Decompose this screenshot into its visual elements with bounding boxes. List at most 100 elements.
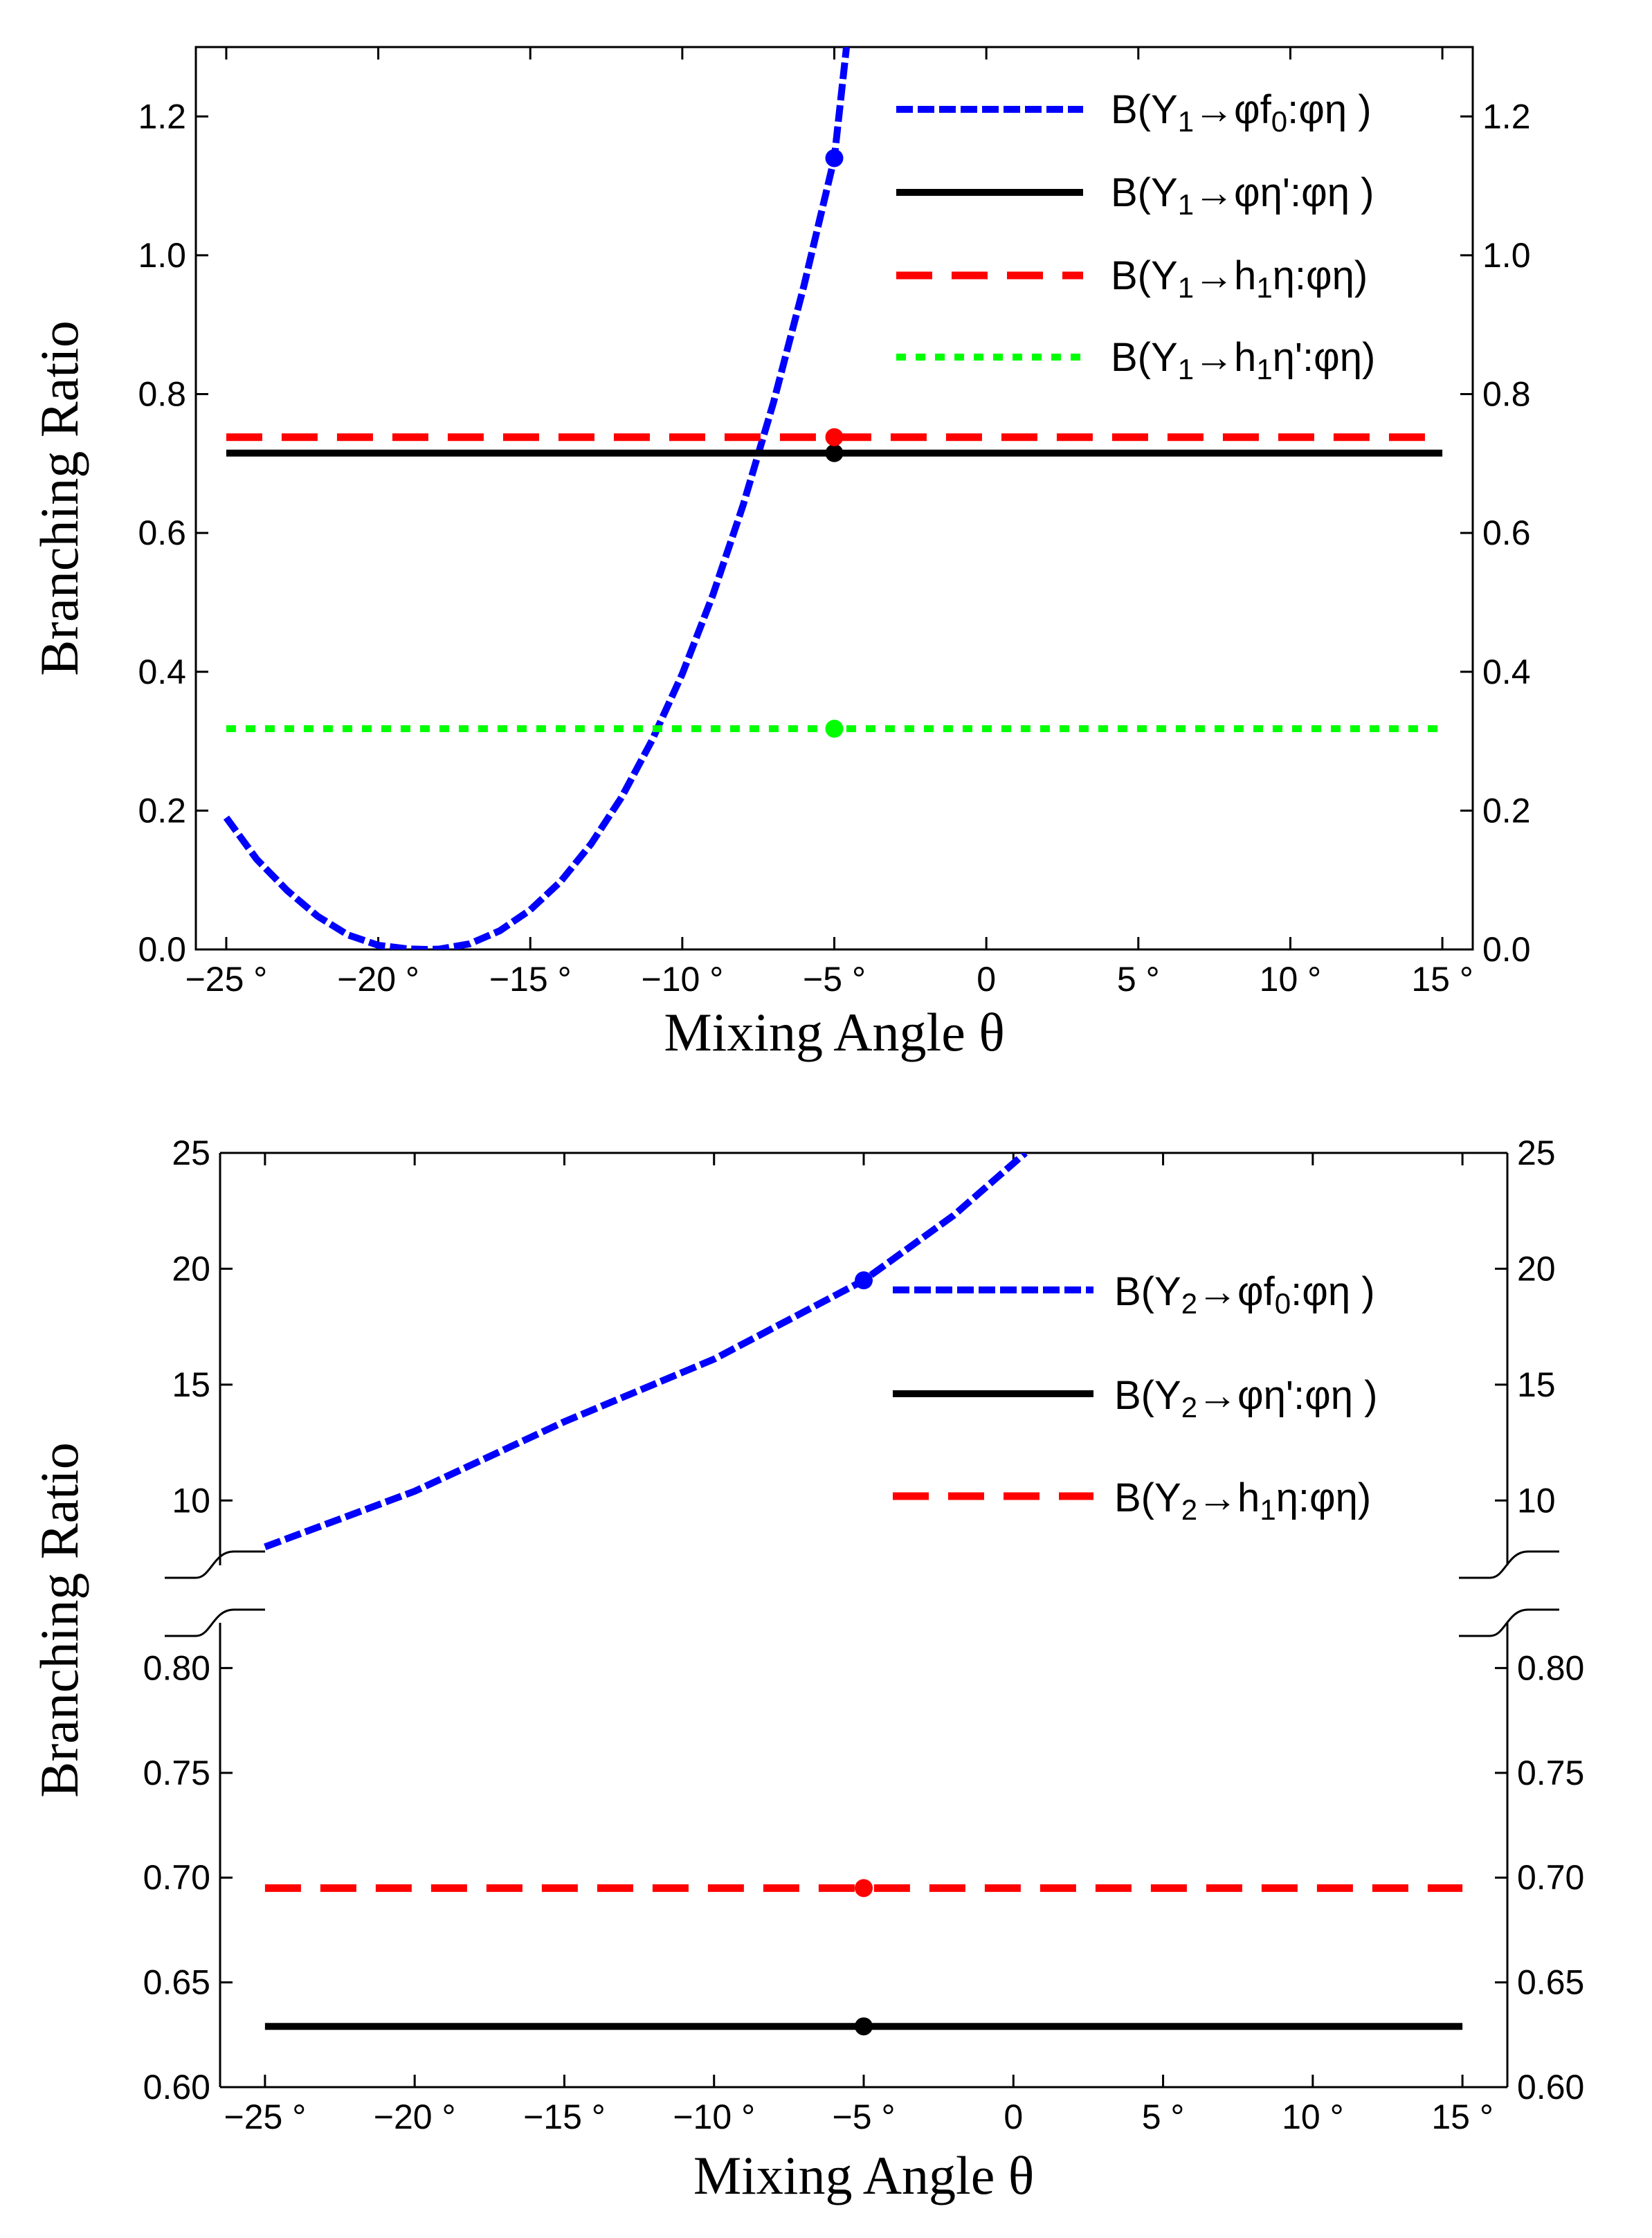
- y-tick-label-left: 15: [172, 1365, 210, 1404]
- x-tick-label: −10 °: [642, 960, 724, 999]
- legend-label-part: 0: [1271, 105, 1287, 138]
- legend-label-part: →φη':φη ): [1197, 1373, 1377, 1418]
- legend-label-part: B(Υ: [1114, 1269, 1181, 1314]
- y-tick-label-left: 1.0: [138, 236, 186, 275]
- legend-label-2: B(Υ2→h1η:φη): [1114, 1475, 1371, 1526]
- y-tick-label-right: 20: [1517, 1249, 1556, 1288]
- legend-label-part: →φf: [1194, 87, 1272, 132]
- legend-label-part: 1: [1178, 105, 1194, 138]
- legend-label-part: B(Υ: [1111, 170, 1178, 215]
- y-axis-label: Branching Ratio: [29, 320, 89, 675]
- y-tick-label-right: 0.75: [1517, 1754, 1584, 1792]
- y-tick-label-left: 0.0: [138, 930, 186, 969]
- legend-label-part: B(Υ: [1111, 253, 1178, 298]
- y-tick-label-left: 0.70: [143, 1858, 210, 1897]
- y-tick-label-left: 0.60: [143, 2068, 210, 2107]
- legend-label-part: 1: [1178, 271, 1194, 304]
- break-mark-right-lower: [1459, 1608, 1559, 1637]
- x-tick-label: −20 °: [337, 960, 419, 999]
- y-tick-label-left: 0.8: [138, 375, 186, 414]
- y-tick-label-left: 10: [172, 1481, 210, 1520]
- y-tick-label-right: 0.70: [1517, 1858, 1584, 1897]
- legend-label-part: 2: [1181, 1493, 1197, 1526]
- x-tick-label: −5 °: [833, 2098, 896, 2136]
- x-tick-label: 10 °: [1282, 2098, 1344, 2136]
- legend-label-part: 1: [1260, 1493, 1276, 1526]
- x-tick-label: −10 °: [673, 2098, 755, 2136]
- legend-label-part: B(Υ: [1111, 335, 1178, 380]
- series-line-0: [223, 47, 851, 949]
- y-tick-label-right: 0.2: [1482, 791, 1531, 830]
- x-axis-label: Mixing Angle θ: [693, 2145, 1034, 2205]
- legend-label-part: 1: [1256, 271, 1272, 304]
- x-tick-label: 5 °: [1117, 960, 1160, 999]
- x-tick-label: 15 °: [1431, 2098, 1494, 2136]
- bottom-chart: −25 ° −20 ° −15 ° −10 ° −5 ° 0 5 ° 10 ° 15 °10 10…: [29, 1134, 1584, 2205]
- legend-label-3: B(Υ1→h1η':φη): [1111, 335, 1375, 385]
- y-tick-label-right: 0.6: [1482, 513, 1531, 552]
- legend-label-part: :φη ): [1287, 87, 1371, 132]
- series-marker-0: [855, 1271, 873, 1290]
- y-tick-label-right: 0.8: [1482, 375, 1531, 414]
- legend-label-part: 2: [1181, 1287, 1197, 1320]
- x-tick-label: −5 °: [803, 960, 866, 999]
- legend-label-1: B(Υ1→φη':φη ): [1111, 170, 1374, 221]
- legend-label-part: 1: [1256, 353, 1272, 385]
- break-mark-left-lower: [165, 1608, 265, 1637]
- y-tick-label-left: 0.65: [143, 1963, 210, 2002]
- legend-label-0: B(Υ1→φf0:φη ): [1111, 87, 1372, 138]
- break-mark-left-upper: [165, 1550, 265, 1579]
- legend-label-part: 0: [1275, 1287, 1291, 1320]
- top-chart: −25 ° −20 ° −15 ° −10 ° −5 ° 0 5 ° 10 ° 15 °0.0 0…: [29, 46, 1531, 1062]
- y-tick-label-right: 0.60: [1517, 2068, 1584, 2107]
- legend-label-part: η:φη): [1273, 253, 1368, 298]
- y-tick-label-right: 0.65: [1517, 1963, 1584, 2002]
- legend-label-0: B(Υ2→φf0:φη ): [1114, 1269, 1375, 1320]
- break-mark-right-upper: [1459, 1550, 1559, 1579]
- x-tick-label: −15 °: [523, 2098, 606, 2136]
- x-tick-label: 15 °: [1411, 960, 1473, 999]
- x-axis-label: Mixing Angle θ: [664, 1002, 1004, 1062]
- y-tick-label-right: 0.80: [1517, 1648, 1584, 1687]
- series-line-0: [264, 1153, 1028, 1550]
- legend-label-part: 2: [1181, 1391, 1197, 1423]
- series-marker-0: [825, 149, 844, 167]
- x-tick-label: −25 °: [224, 2098, 307, 2136]
- legend-label-part: →h: [1197, 1475, 1260, 1520]
- legend-label-part: 1: [1178, 353, 1194, 385]
- legend-label-part: →h: [1194, 253, 1256, 298]
- legend-label-2: B(Υ1→h1η:φη): [1111, 253, 1368, 304]
- y-tick-label-left: 0.6: [138, 513, 186, 552]
- y-tick-label-left: 0.75: [143, 1754, 210, 1792]
- series-marker-1: [825, 444, 844, 462]
- y-tick-label-left: 0.4: [138, 653, 186, 691]
- x-tick-label: 0: [977, 960, 996, 999]
- y-tick-label-right: 15: [1517, 1365, 1556, 1404]
- y-tick-label-right: 1.2: [1482, 97, 1531, 136]
- x-tick-label: 0: [1004, 2098, 1023, 2136]
- series-marker-3: [825, 720, 844, 738]
- legend-label-part: B(Υ: [1111, 87, 1178, 132]
- y-tick-label-left: 20: [172, 1249, 210, 1288]
- y-tick-label-left: 25: [172, 1134, 210, 1172]
- x-tick-label: 10 °: [1260, 960, 1322, 999]
- legend-label-part: B(Υ: [1114, 1475, 1181, 1520]
- legend-label-part: →φf: [1197, 1269, 1276, 1314]
- series-marker-2: [825, 428, 844, 446]
- legend-label-part: 1: [1178, 188, 1194, 221]
- y-tick-label-right: 10: [1517, 1481, 1556, 1520]
- x-tick-label: −15 °: [489, 960, 572, 999]
- y-tick-label-right: 0.4: [1482, 653, 1531, 691]
- x-tick-label: 5 °: [1142, 2098, 1185, 2136]
- y-tick-label-left: 0.2: [138, 791, 186, 830]
- legend-label-part: η:φη): [1276, 1475, 1372, 1520]
- x-tick-label: −25 °: [185, 960, 268, 999]
- y-tick-label-left: 1.2: [138, 97, 186, 136]
- y-tick-label-right: 25: [1517, 1134, 1556, 1172]
- legend-label-1: B(Υ2→φη':φη ): [1114, 1373, 1377, 1423]
- series-marker-2: [855, 1879, 873, 1898]
- y-tick-label-right: 0.0: [1482, 930, 1531, 969]
- legend-label-part: →φη':φη ): [1194, 170, 1374, 215]
- x-tick-label: −20 °: [374, 2098, 456, 2136]
- legend-label-part: η':φη): [1273, 335, 1376, 380]
